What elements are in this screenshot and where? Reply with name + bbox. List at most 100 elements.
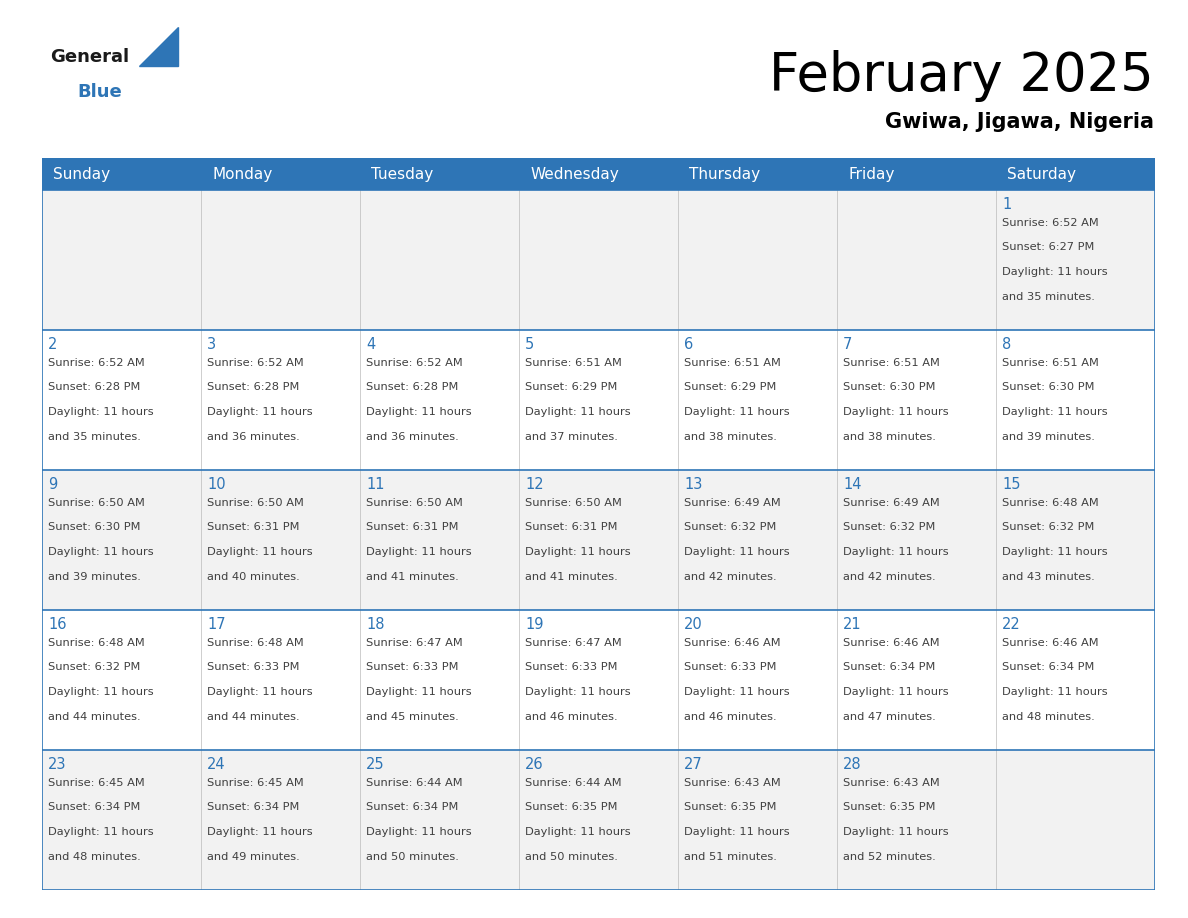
Text: Sunrise: 6:47 AM: Sunrise: 6:47 AM <box>366 638 463 648</box>
Bar <box>360 750 519 890</box>
Text: and 49 minutes.: and 49 minutes. <box>207 852 299 861</box>
Text: 7: 7 <box>843 337 852 352</box>
Text: Sunrise: 6:50 AM: Sunrise: 6:50 AM <box>525 498 621 508</box>
Text: and 35 minutes.: and 35 minutes. <box>1001 292 1095 301</box>
Text: Sunrise: 6:44 AM: Sunrise: 6:44 AM <box>366 778 462 788</box>
Bar <box>360 470 519 610</box>
Bar <box>42 190 201 330</box>
Text: Sunset: 6:32 PM: Sunset: 6:32 PM <box>1001 522 1094 532</box>
Bar <box>838 190 996 330</box>
Text: 14: 14 <box>843 477 861 492</box>
Bar <box>678 750 838 890</box>
Text: Sunset: 6:28 PM: Sunset: 6:28 PM <box>207 383 299 393</box>
Text: Sunset: 6:30 PM: Sunset: 6:30 PM <box>1001 383 1094 393</box>
Text: Sunrise: 6:45 AM: Sunrise: 6:45 AM <box>48 778 145 788</box>
Text: 21: 21 <box>843 617 861 632</box>
Text: 28: 28 <box>843 757 861 772</box>
Bar <box>519 750 678 890</box>
Text: Sunrise: 6:52 AM: Sunrise: 6:52 AM <box>1001 218 1099 228</box>
Text: Sunset: 6:33 PM: Sunset: 6:33 PM <box>525 663 618 673</box>
Text: Sunset: 6:35 PM: Sunset: 6:35 PM <box>684 802 777 812</box>
Text: Sunset: 6:28 PM: Sunset: 6:28 PM <box>48 383 140 393</box>
Bar <box>201 610 360 750</box>
Text: 27: 27 <box>684 757 703 772</box>
Bar <box>519 470 678 610</box>
Text: Daylight: 11 hours: Daylight: 11 hours <box>684 687 790 697</box>
Text: Sunrise: 6:50 AM: Sunrise: 6:50 AM <box>48 498 145 508</box>
Text: Wednesday: Wednesday <box>530 166 619 182</box>
Text: Sunset: 6:33 PM: Sunset: 6:33 PM <box>207 663 299 673</box>
Text: Sunset: 6:35 PM: Sunset: 6:35 PM <box>525 802 618 812</box>
Text: Sunrise: 6:45 AM: Sunrise: 6:45 AM <box>207 778 304 788</box>
Text: and 37 minutes.: and 37 minutes. <box>525 431 618 442</box>
Text: Sunset: 6:34 PM: Sunset: 6:34 PM <box>366 802 459 812</box>
Text: Daylight: 11 hours: Daylight: 11 hours <box>843 687 949 697</box>
Text: 15: 15 <box>1001 477 1020 492</box>
Bar <box>838 610 996 750</box>
Text: and 42 minutes.: and 42 minutes. <box>684 572 777 581</box>
Text: Daylight: 11 hours: Daylight: 11 hours <box>48 827 153 837</box>
Text: 6: 6 <box>684 337 694 352</box>
Text: Daylight: 11 hours: Daylight: 11 hours <box>366 827 472 837</box>
Text: Sunrise: 6:43 AM: Sunrise: 6:43 AM <box>684 778 781 788</box>
Text: Gwiwa, Jigawa, Nigeria: Gwiwa, Jigawa, Nigeria <box>885 112 1154 132</box>
Text: Sunset: 6:29 PM: Sunset: 6:29 PM <box>525 383 618 393</box>
Text: Sunset: 6:32 PM: Sunset: 6:32 PM <box>48 663 140 673</box>
Text: Daylight: 11 hours: Daylight: 11 hours <box>207 547 312 557</box>
Bar <box>201 190 360 330</box>
Bar <box>996 330 1155 470</box>
Text: Daylight: 11 hours: Daylight: 11 hours <box>1001 687 1107 697</box>
Text: Sunset: 6:34 PM: Sunset: 6:34 PM <box>1001 663 1094 673</box>
Text: 1: 1 <box>1001 197 1011 212</box>
Text: Daylight: 11 hours: Daylight: 11 hours <box>525 407 631 417</box>
Text: Sunset: 6:31 PM: Sunset: 6:31 PM <box>525 522 618 532</box>
Text: Sunrise: 6:49 AM: Sunrise: 6:49 AM <box>843 498 940 508</box>
Text: February 2025: February 2025 <box>769 50 1154 103</box>
Text: Sunrise: 6:52 AM: Sunrise: 6:52 AM <box>207 358 304 368</box>
Text: Sunset: 6:31 PM: Sunset: 6:31 PM <box>207 522 299 532</box>
Text: Sunrise: 6:46 AM: Sunrise: 6:46 AM <box>1001 638 1099 648</box>
Text: and 36 minutes.: and 36 minutes. <box>366 431 459 442</box>
Text: Daylight: 11 hours: Daylight: 11 hours <box>684 407 790 417</box>
Bar <box>678 330 838 470</box>
Text: 24: 24 <box>207 757 226 772</box>
Text: and 52 minutes.: and 52 minutes. <box>843 852 936 861</box>
Bar <box>42 610 201 750</box>
Text: Sunrise: 6:50 AM: Sunrise: 6:50 AM <box>366 498 463 508</box>
Bar <box>996 470 1155 610</box>
Bar <box>42 750 201 890</box>
Text: 12: 12 <box>525 477 544 492</box>
Text: Sunset: 6:33 PM: Sunset: 6:33 PM <box>366 663 459 673</box>
Text: Friday: Friday <box>848 166 895 182</box>
Text: and 45 minutes.: and 45 minutes. <box>366 711 459 722</box>
Text: 13: 13 <box>684 477 702 492</box>
Text: 18: 18 <box>366 617 385 632</box>
Text: Sunset: 6:32 PM: Sunset: 6:32 PM <box>843 522 935 532</box>
Text: and 50 minutes.: and 50 minutes. <box>525 852 618 861</box>
Bar <box>838 330 996 470</box>
Bar <box>201 750 360 890</box>
Text: Daylight: 11 hours: Daylight: 11 hours <box>366 547 472 557</box>
Text: 25: 25 <box>366 757 385 772</box>
Text: 11: 11 <box>366 477 385 492</box>
Text: and 50 minutes.: and 50 minutes. <box>366 852 459 861</box>
Bar <box>360 330 519 470</box>
Text: Daylight: 11 hours: Daylight: 11 hours <box>525 547 631 557</box>
Bar <box>360 610 519 750</box>
Text: 22: 22 <box>1001 617 1020 632</box>
Text: 4: 4 <box>366 337 375 352</box>
Text: Sunrise: 6:52 AM: Sunrise: 6:52 AM <box>48 358 145 368</box>
Text: Sunset: 6:34 PM: Sunset: 6:34 PM <box>207 802 299 812</box>
Text: Daylight: 11 hours: Daylight: 11 hours <box>366 407 472 417</box>
Text: Daylight: 11 hours: Daylight: 11 hours <box>1001 267 1107 277</box>
Text: Sunset: 6:34 PM: Sunset: 6:34 PM <box>843 663 935 673</box>
Text: and 36 minutes.: and 36 minutes. <box>207 431 299 442</box>
Text: Sunrise: 6:51 AM: Sunrise: 6:51 AM <box>684 358 781 368</box>
Text: Sunrise: 6:51 AM: Sunrise: 6:51 AM <box>525 358 621 368</box>
Text: and 38 minutes.: and 38 minutes. <box>843 431 936 442</box>
Text: Sunrise: 6:48 AM: Sunrise: 6:48 AM <box>48 638 145 648</box>
Text: Daylight: 11 hours: Daylight: 11 hours <box>684 547 790 557</box>
Bar <box>996 190 1155 330</box>
Text: 5: 5 <box>525 337 535 352</box>
Text: and 46 minutes.: and 46 minutes. <box>525 711 618 722</box>
